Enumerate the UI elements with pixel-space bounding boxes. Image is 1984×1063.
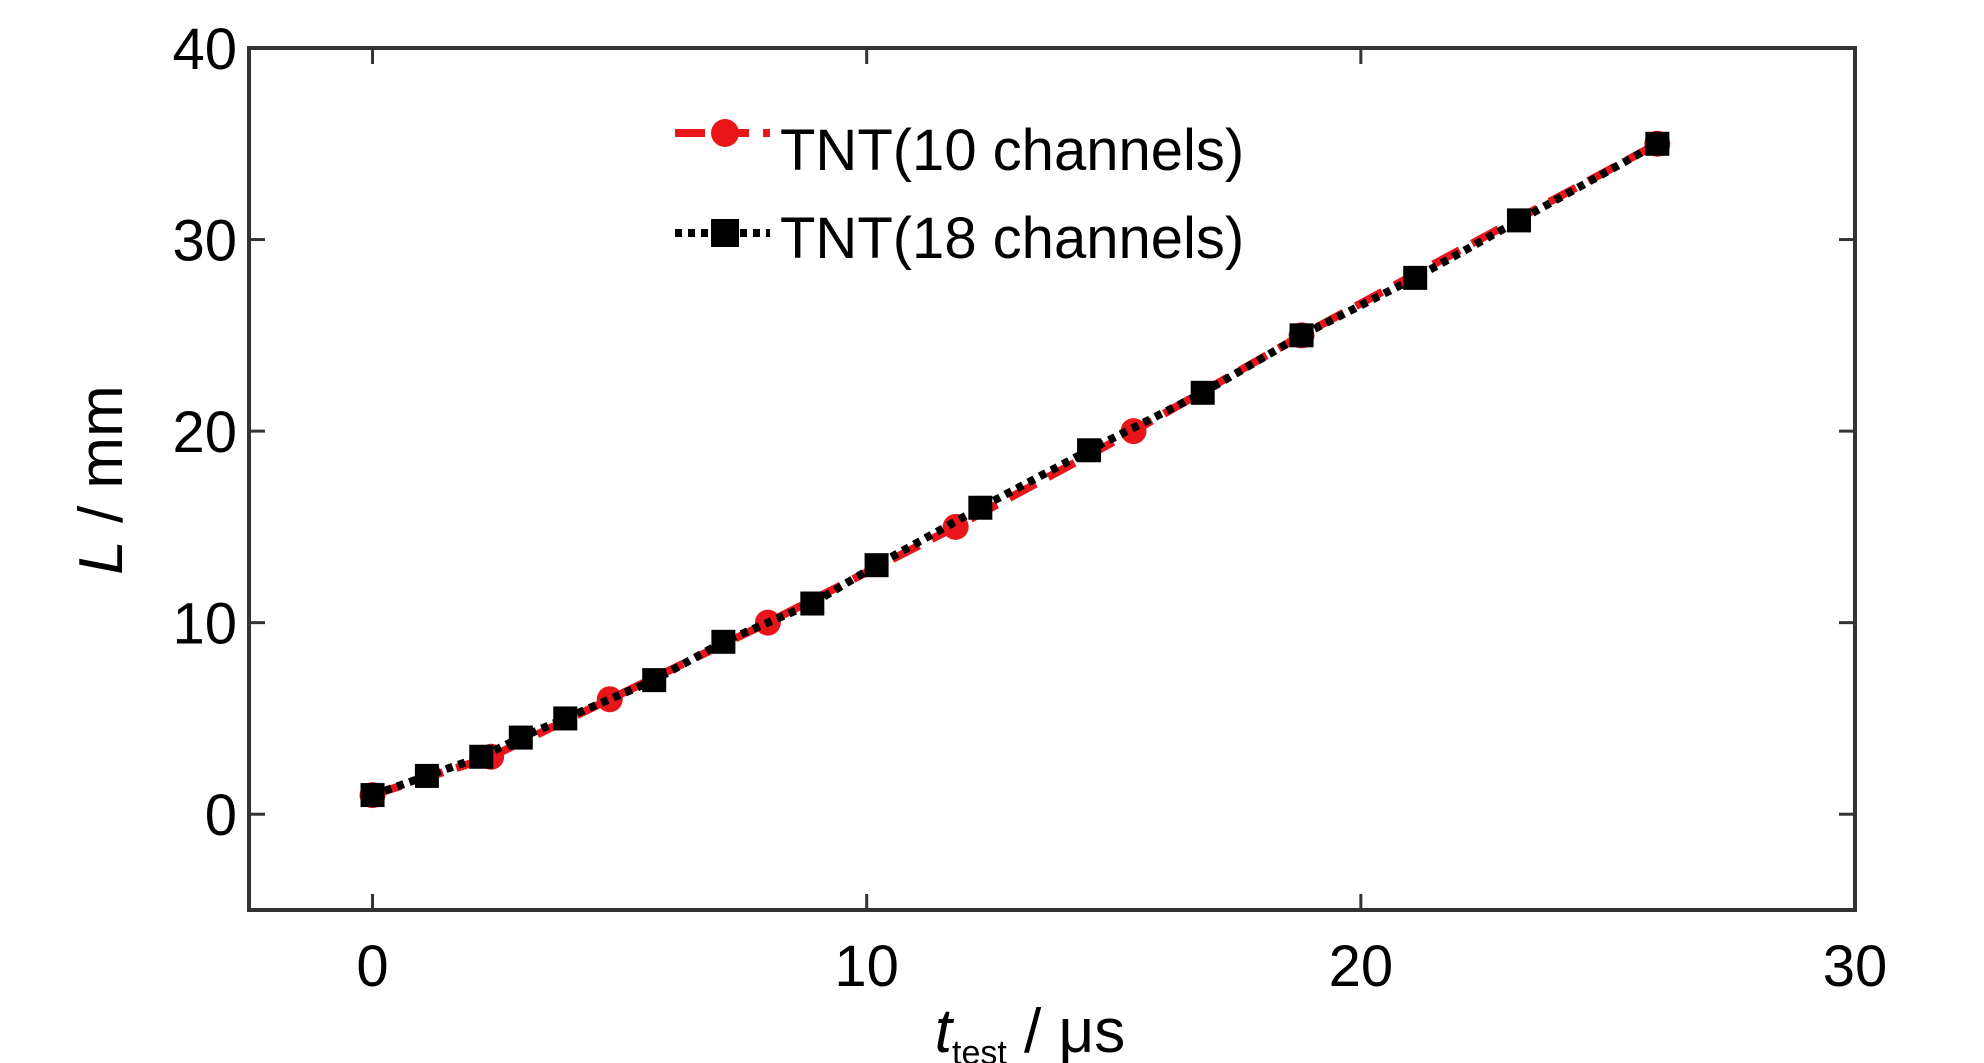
data-point-square xyxy=(414,763,439,788)
x-axis-label: ttest / μs xyxy=(935,997,1125,1063)
data-point-square xyxy=(864,553,889,578)
data-point-square xyxy=(642,668,667,693)
y-tick-label: 10 xyxy=(172,592,237,657)
plot-frame xyxy=(247,46,1857,912)
data-point-square xyxy=(360,783,385,808)
data-point-square xyxy=(508,725,533,750)
series-layer xyxy=(359,130,1671,809)
legend-box xyxy=(660,86,1260,276)
y-axis-label-unit: / mm xyxy=(67,385,136,540)
data-point-square xyxy=(1645,131,1670,156)
x-axis-label-sub: test xyxy=(952,1034,1007,1063)
data-point-square xyxy=(553,706,578,731)
data-point-square xyxy=(1289,323,1314,348)
axis-ticks: 0 10 20 30 0 10 20 30 40 xyxy=(172,17,1887,999)
x-axis-label-main: t xyxy=(935,997,955,1063)
legend-swatch-marker-0 xyxy=(711,119,739,147)
y-axis-label: L / mm xyxy=(67,385,136,574)
x-tick-label: 0 xyxy=(356,934,388,999)
y-tick-label: 30 xyxy=(172,209,237,274)
data-point-square xyxy=(968,495,993,520)
data-point-square xyxy=(1077,438,1102,463)
data-point-square xyxy=(1190,380,1215,405)
x-axis-label-unit: / μs xyxy=(1007,997,1125,1063)
data-point-square xyxy=(800,591,825,616)
legend-label-1: TNT(18 channels) xyxy=(780,206,1244,271)
legend: TNT(10 channels) TNT(18 channels) xyxy=(660,86,1260,276)
x-tick-label: 20 xyxy=(1329,934,1394,999)
y-axis-label-main: L xyxy=(67,540,136,574)
x-tick-label: 10 xyxy=(834,934,899,999)
legend-swatch-marker-1 xyxy=(711,219,739,247)
data-point-square xyxy=(469,744,494,769)
data-point-square xyxy=(1403,265,1428,290)
y-tick-label: 20 xyxy=(172,400,237,465)
data-point-square xyxy=(711,629,736,654)
legend-label-0: TNT(10 channels) xyxy=(780,118,1244,183)
data-point-square xyxy=(1506,208,1531,233)
y-tick-label: 0 xyxy=(205,783,237,848)
y-tick-label: 40 xyxy=(172,17,237,82)
x-tick-label: 30 xyxy=(1823,934,1888,999)
